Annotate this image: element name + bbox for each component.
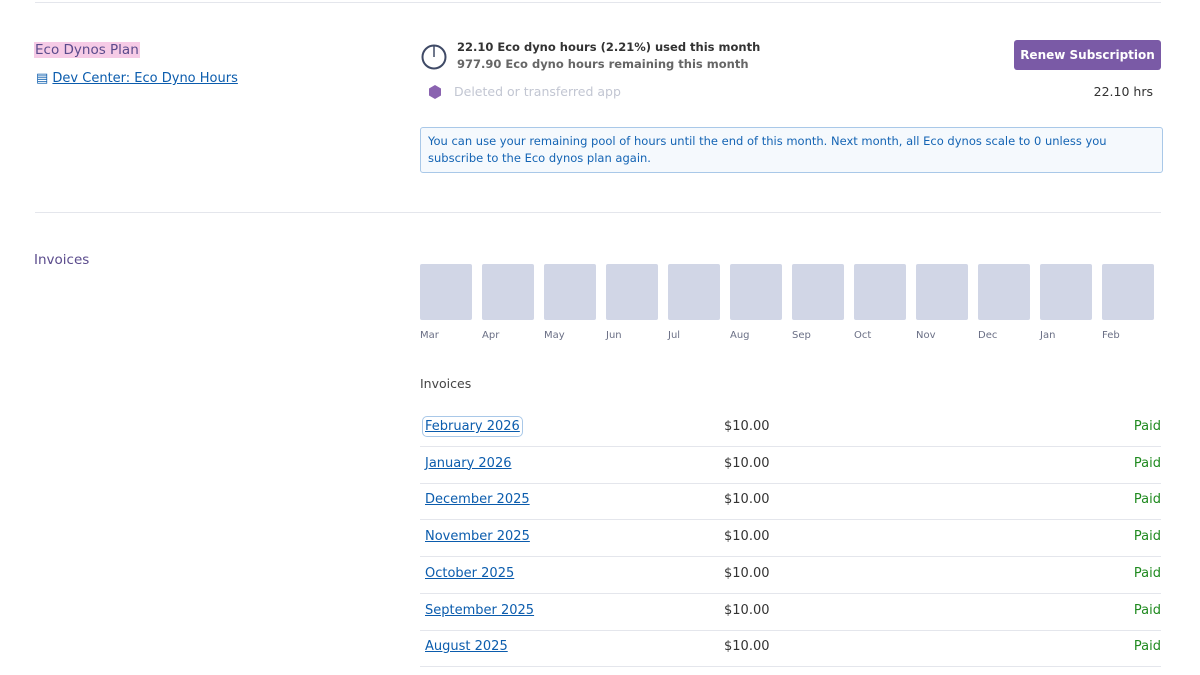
row-divider — [420, 446, 1161, 447]
invoice-link[interactable]: January 2026 — [425, 455, 512, 471]
invoice-status: Paid — [1133, 419, 1161, 434]
usage-line: 22.10 Eco dyno hours (2.21%) used this m… — [457, 40, 761, 54]
month-label: Aug — [730, 330, 750, 341]
invoice-status: Paid — [1133, 639, 1161, 655]
invoice-link[interactable]: October 2025 — [425, 565, 515, 581]
month-bar[interactable] — [1102, 264, 1154, 320]
doc-link[interactable]: ▤ Dev Center: Eco Dyno Hours — [36, 71, 238, 86]
month-label: Jun — [606, 330, 622, 341]
month-bar[interactable] — [916, 264, 968, 320]
row-divider — [420, 630, 1161, 631]
renew-button[interactable]: Renew Subscription — [1014, 40, 1161, 70]
invoice-link[interactable]: September 2025 — [425, 602, 535, 618]
invoice-status: Paid — [1133, 455, 1161, 471]
notice: You can use your remaining pool of hours… — [420, 127, 1163, 173]
link-text[interactable]: Dev Center: Eco Dyno Hours — [52, 71, 238, 86]
month-label: Apr — [482, 330, 500, 341]
invoice-amount: $10.00 — [724, 492, 770, 508]
invoice-amount: $10.00 — [724, 529, 770, 545]
invoice-amount: $10.00 — [724, 565, 770, 581]
month-bar[interactable] — [482, 264, 534, 320]
row-divider — [420, 556, 1161, 557]
invoice-link[interactable]: August 2025 — [425, 639, 508, 655]
row-divider — [420, 593, 1161, 594]
month-bar[interactable] — [854, 264, 906, 320]
invoice-link[interactable]: December 2025 — [425, 492, 530, 508]
divider — [35, 2, 1161, 3]
month-bar[interactable] — [668, 264, 720, 320]
app-icon — [429, 85, 441, 99]
plan-title: Eco Dynos Plan — [34, 42, 140, 58]
invoice-status: Paid — [1133, 565, 1161, 581]
invoice-status: Paid — [1133, 602, 1161, 618]
month-label: Dec — [978, 330, 998, 341]
month-label: May — [544, 330, 565, 341]
month-label: Jul — [668, 330, 681, 341]
month-label: Mar — [420, 330, 439, 341]
invoice-amount: $10.00 — [724, 419, 770, 434]
month-label: Nov — [916, 330, 936, 341]
invoice-amount: $10.00 — [724, 639, 770, 655]
row-divider — [420, 483, 1161, 484]
month-label: Jan — [1040, 330, 1056, 341]
section-title: Invoices — [34, 252, 90, 268]
invoice-link[interactable]: February 2026 — [422, 416, 523, 437]
month-bar[interactable] — [544, 264, 596, 320]
list-title: Invoices — [420, 376, 472, 391]
row-divider — [420, 666, 1161, 667]
month-bar[interactable] — [1040, 264, 1092, 320]
app-name: Deleted or transferred app — [454, 84, 621, 99]
month-bar[interactable] — [420, 264, 472, 320]
divider — [35, 212, 1161, 213]
invoice-amount: $10.00 — [724, 602, 770, 618]
invoice-amount: $10.00 — [724, 455, 770, 471]
month-label: Oct — [854, 330, 872, 341]
month-label: Feb — [1102, 330, 1120, 341]
month-bar[interactable] — [792, 264, 844, 320]
remaining-line: 977.90 Eco dyno hours remaining this mon… — [457, 57, 749, 71]
month-bar[interactable] — [730, 264, 782, 320]
month-bar[interactable] — [606, 264, 658, 320]
invoice-status: Paid — [1133, 529, 1161, 545]
row-divider — [420, 519, 1161, 520]
invoice-link[interactable]: November 2025 — [425, 529, 530, 545]
app-hours: 22.10 hrs — [1093, 84, 1153, 99]
month-bar[interactable] — [978, 264, 1030, 320]
usage-pie-icon — [421, 44, 447, 70]
invoice-status: Paid — [1133, 492, 1161, 508]
month-label: Sep — [792, 330, 811, 341]
